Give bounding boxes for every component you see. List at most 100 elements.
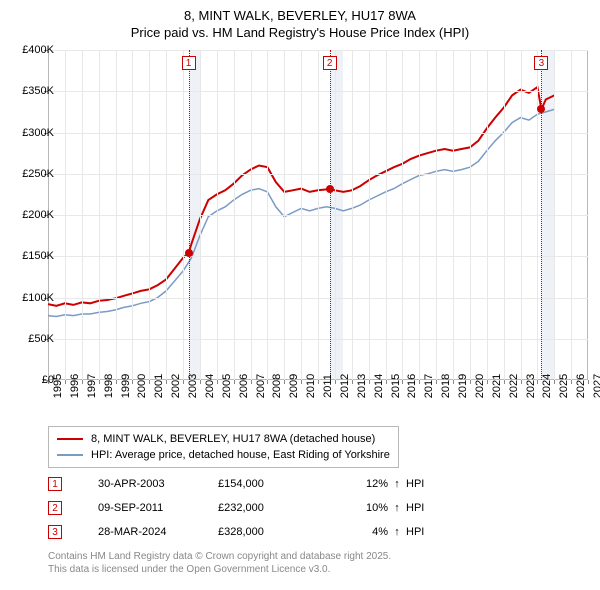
sales-date: 30-APR-2003 bbox=[98, 478, 218, 490]
x-axis-label: 2026 bbox=[575, 374, 587, 398]
x-axis-label: 2022 bbox=[508, 374, 520, 398]
marker-dot bbox=[537, 105, 545, 113]
grid-line-v bbox=[318, 50, 319, 380]
y-axis-label: £100K bbox=[22, 292, 54, 304]
x-tick bbox=[554, 380, 555, 384]
marker-box: 3 bbox=[534, 56, 548, 70]
x-tick bbox=[571, 380, 572, 384]
legend-row: HPI: Average price, detached house, East… bbox=[57, 447, 390, 463]
grid-line-v bbox=[369, 50, 370, 380]
x-axis-label: 2018 bbox=[440, 374, 452, 398]
x-tick bbox=[116, 380, 117, 384]
title-subtitle: Price paid vs. HM Land Registry's House … bbox=[0, 25, 600, 40]
x-tick bbox=[537, 380, 538, 384]
x-axis-label: 2008 bbox=[271, 374, 283, 398]
x-tick bbox=[251, 380, 252, 384]
sales-row: 209-SEP-2011£232,00010%↑HPI bbox=[48, 496, 446, 520]
sales-row: 328-MAR-2024£328,0004%↑HPI bbox=[48, 520, 446, 544]
grid-line-v bbox=[504, 50, 505, 380]
marker-dot bbox=[185, 249, 193, 257]
sales-table: 130-APR-2003£154,00012%↑HPI209-SEP-2011£… bbox=[48, 472, 446, 544]
x-axis-label: 2013 bbox=[356, 374, 368, 398]
sales-price: £154,000 bbox=[218, 478, 328, 490]
y-axis-label: £200K bbox=[22, 209, 54, 221]
grid-line-v bbox=[386, 50, 387, 380]
grid-line-v bbox=[554, 50, 555, 380]
legend: 8, MINT WALK, BEVERLEY, HU17 8WA (detach… bbox=[48, 426, 399, 468]
legend-row: 8, MINT WALK, BEVERLEY, HU17 8WA (detach… bbox=[57, 431, 390, 447]
footer-line: This data is licensed under the Open Gov… bbox=[48, 563, 391, 576]
grid-line-v bbox=[352, 50, 353, 380]
y-axis-label: £300K bbox=[22, 127, 54, 139]
x-tick bbox=[335, 380, 336, 384]
legend-label: 8, MINT WALK, BEVERLEY, HU17 8WA (detach… bbox=[91, 433, 375, 445]
grid-line-v bbox=[132, 50, 133, 380]
x-tick bbox=[504, 380, 505, 384]
x-axis-label: 2020 bbox=[474, 374, 486, 398]
grid-line-v bbox=[116, 50, 117, 380]
legend-swatch-price bbox=[57, 438, 83, 440]
x-axis-label: 2017 bbox=[423, 374, 435, 398]
marker-dot bbox=[326, 185, 334, 193]
sales-marker-box: 2 bbox=[48, 501, 62, 515]
x-axis-label: 2001 bbox=[153, 374, 165, 398]
x-axis-label: 2006 bbox=[238, 374, 250, 398]
footer: Contains HM Land Registry data © Crown c… bbox=[48, 550, 391, 576]
x-tick bbox=[419, 380, 420, 384]
x-tick bbox=[521, 380, 522, 384]
x-axis-label: 2004 bbox=[204, 374, 216, 398]
x-axis-label: 2010 bbox=[305, 374, 317, 398]
marker-box: 2 bbox=[323, 56, 337, 70]
sales-hpi-label: HPI bbox=[406, 526, 446, 538]
x-tick bbox=[217, 380, 218, 384]
sales-date: 28-MAR-2024 bbox=[98, 526, 218, 538]
x-axis-label: 2023 bbox=[525, 374, 537, 398]
sales-price: £232,000 bbox=[218, 502, 328, 514]
y-axis-label: £350K bbox=[22, 85, 54, 97]
x-axis-label: 2019 bbox=[457, 374, 469, 398]
x-tick bbox=[132, 380, 133, 384]
x-tick bbox=[436, 380, 437, 384]
x-axis-label: 2009 bbox=[288, 374, 300, 398]
grid-line-v bbox=[200, 50, 201, 380]
x-axis-label: 2021 bbox=[491, 374, 503, 398]
x-tick bbox=[386, 380, 387, 384]
sales-price: £328,000 bbox=[218, 526, 328, 538]
x-axis-label: 2027 bbox=[592, 374, 600, 398]
x-axis-label: 2005 bbox=[221, 374, 233, 398]
y-axis-label: £250K bbox=[22, 168, 54, 180]
grid-line-v bbox=[436, 50, 437, 380]
x-axis-label: 2012 bbox=[339, 374, 351, 398]
sales-marker-box: 1 bbox=[48, 477, 62, 491]
legend-swatch-hpi bbox=[57, 454, 83, 456]
grid-line-v bbox=[571, 50, 572, 380]
x-tick bbox=[402, 380, 403, 384]
x-axis-label: 2011 bbox=[322, 374, 334, 398]
sales-arrow-icon: ↑ bbox=[388, 478, 406, 490]
sales-hpi-label: HPI bbox=[406, 502, 446, 514]
x-axis-label: 2000 bbox=[136, 374, 148, 398]
x-tick bbox=[183, 380, 184, 384]
x-axis-label: 2003 bbox=[187, 374, 199, 398]
grid-line-v bbox=[183, 50, 184, 380]
marker-vline bbox=[330, 50, 331, 380]
x-axis-label: 1996 bbox=[69, 374, 81, 398]
grid-line-v bbox=[234, 50, 235, 380]
x-tick bbox=[284, 380, 285, 384]
grid-line-v bbox=[251, 50, 252, 380]
x-axis-label: 1999 bbox=[120, 374, 132, 398]
grid-line-v bbox=[65, 50, 66, 380]
grid-line-v bbox=[470, 50, 471, 380]
sales-arrow-icon: ↑ bbox=[388, 502, 406, 514]
x-tick bbox=[82, 380, 83, 384]
sales-arrow-icon: ↑ bbox=[388, 526, 406, 538]
chart-container: 8, MINT WALK, BEVERLEY, HU17 8WA Price p… bbox=[0, 0, 600, 590]
grid-line-v bbox=[284, 50, 285, 380]
x-tick bbox=[318, 380, 319, 384]
x-tick bbox=[470, 380, 471, 384]
x-tick bbox=[234, 380, 235, 384]
grid-line-v bbox=[453, 50, 454, 380]
x-axis-label: 2016 bbox=[406, 374, 418, 398]
sales-pct: 12% bbox=[328, 478, 388, 490]
grid-line-v bbox=[82, 50, 83, 380]
